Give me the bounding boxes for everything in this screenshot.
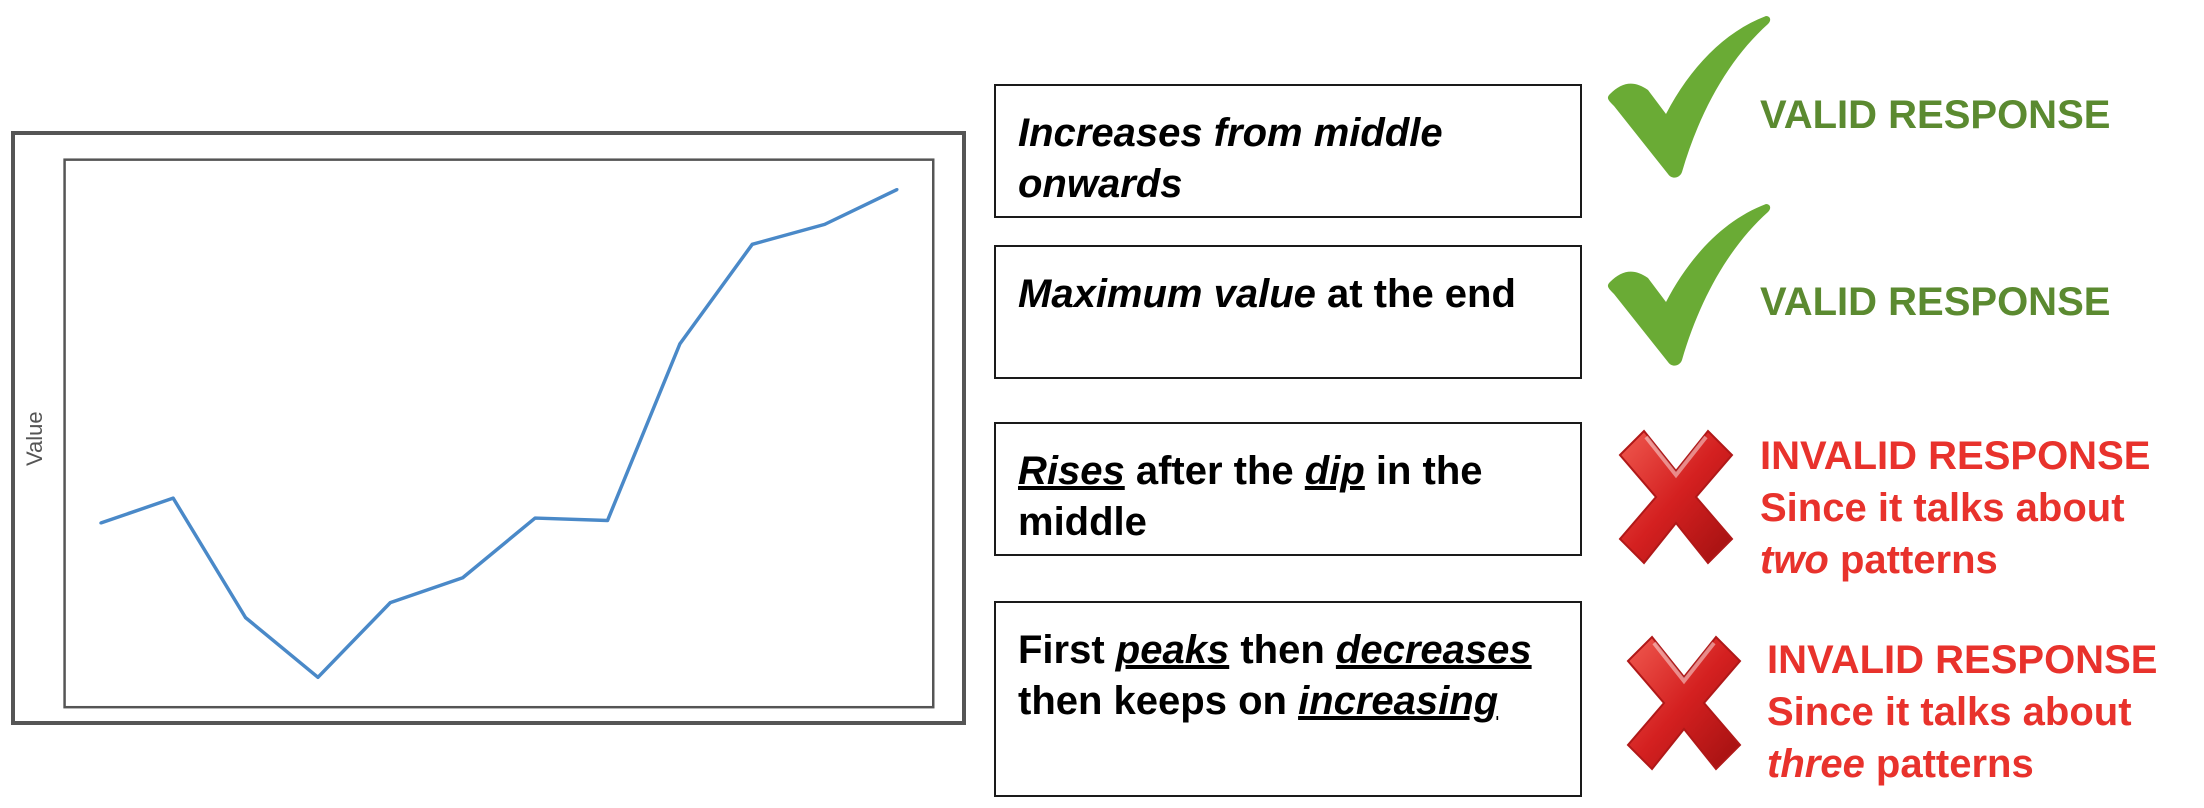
desc-text: peaks: [1115, 628, 1230, 672]
desc-text: at the end: [1315, 272, 1516, 316]
desc-text: in the middle: [1018, 449, 1483, 544]
verdict-reason-suffix: patterns: [1828, 538, 1998, 582]
chart-frame: [11, 131, 966, 725]
cross-icon: [1618, 429, 1734, 565]
desc-text: decreases: [1335, 628, 1532, 672]
data-point: [678, 342, 682, 346]
plot-area: [63, 158, 935, 709]
checkmark-icon: [1607, 16, 1771, 178]
verdict-label: INVALID RESPONSE: [1767, 638, 2158, 682]
cross-icon: [1626, 635, 1742, 771]
verdict-reason-line: two patterns: [1760, 534, 2150, 586]
verdict-reason: Since it talks about: [1760, 486, 2125, 530]
desc-text: First: [1018, 628, 1116, 672]
data-point: [316, 675, 320, 679]
data-point: [823, 222, 827, 226]
data-point: [99, 521, 103, 525]
desc-text: increasing: [1298, 679, 1499, 723]
checkmark-icon: [1607, 204, 1771, 366]
y-axis-label: Value: [22, 411, 47, 466]
verdict-label: VALID RESPONSE: [1760, 280, 2111, 324]
verdict-label: VALID RESPONSE: [1760, 93, 2111, 137]
verdict-label: INVALID RESPONSE: [1760, 434, 2151, 478]
data-point: [461, 576, 465, 580]
data-point: [895, 188, 899, 192]
data-point: [244, 616, 248, 620]
verdict-emphasis: two: [1760, 538, 1829, 582]
desc-text: then: [1229, 628, 1336, 672]
verdict-reason-suffix: patterns: [1864, 742, 2034, 786]
data-point: [171, 496, 175, 500]
description-box: First peaks then decreases then keeps on…: [994, 601, 1582, 797]
desc-text: dip: [1304, 449, 1365, 493]
description-box: Maximum value at the end: [994, 245, 1582, 379]
desc-text: then keeps on: [1018, 679, 1299, 723]
description-box: Rises after the dip in the middle: [994, 422, 1582, 556]
desc-text: Maximum value: [1018, 272, 1316, 316]
data-point: [606, 519, 609, 523]
verdict-emphasis: three: [1767, 742, 1865, 786]
line-chart: [63, 158, 935, 709]
verdict-reason: Since it talks about: [1767, 690, 2132, 734]
desc-text: Rises: [1018, 449, 1125, 493]
data-point: [388, 601, 392, 605]
verdict-block: INVALID RESPONSE Since it talks about tw…: [1760, 430, 2150, 586]
desc-text: after the: [1124, 449, 1305, 493]
verdict-block: INVALID RESPONSE Since it talks about th…: [1767, 634, 2157, 790]
data-point: [750, 242, 754, 246]
desc-text: Increases from middle onwards: [1018, 111, 1443, 206]
series-line: [100, 188, 898, 680]
verdict-reason-line: three patterns: [1767, 738, 2157, 790]
description-box: Increases from middle onwards: [994, 84, 1582, 218]
data-point: [533, 516, 537, 520]
